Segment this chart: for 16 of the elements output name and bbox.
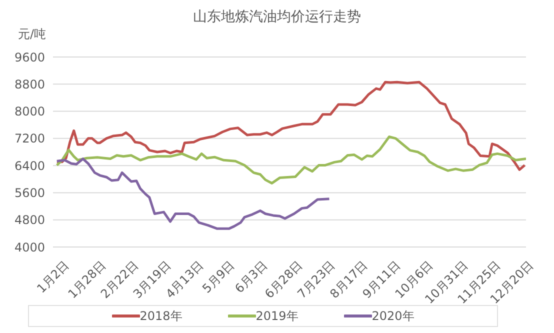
y-axis-title: 元/吨 (18, 26, 46, 43)
y-tick-label: 8800 (14, 77, 45, 92)
y-tick-label: 4800 (14, 213, 45, 228)
y-tick-label: 6400 (14, 158, 45, 173)
y-tick-label: 8000 (14, 104, 45, 119)
chart-title: 山东地炼汽油均价运行走势 (192, 8, 362, 26)
line-series (56, 135, 526, 184)
y-tick-label: 9600 (14, 50, 45, 64)
legend-label: 2020年 (372, 308, 414, 324)
legend-label: 2018年 (140, 308, 182, 324)
y-tick-label: 4000 (14, 240, 45, 254)
y-tick-label: 5600 (14, 186, 45, 200)
y-tick-label: 7200 (14, 132, 45, 146)
line-series (56, 158, 330, 230)
legend-label: 2019年 (256, 308, 298, 324)
line-series (56, 80, 526, 171)
